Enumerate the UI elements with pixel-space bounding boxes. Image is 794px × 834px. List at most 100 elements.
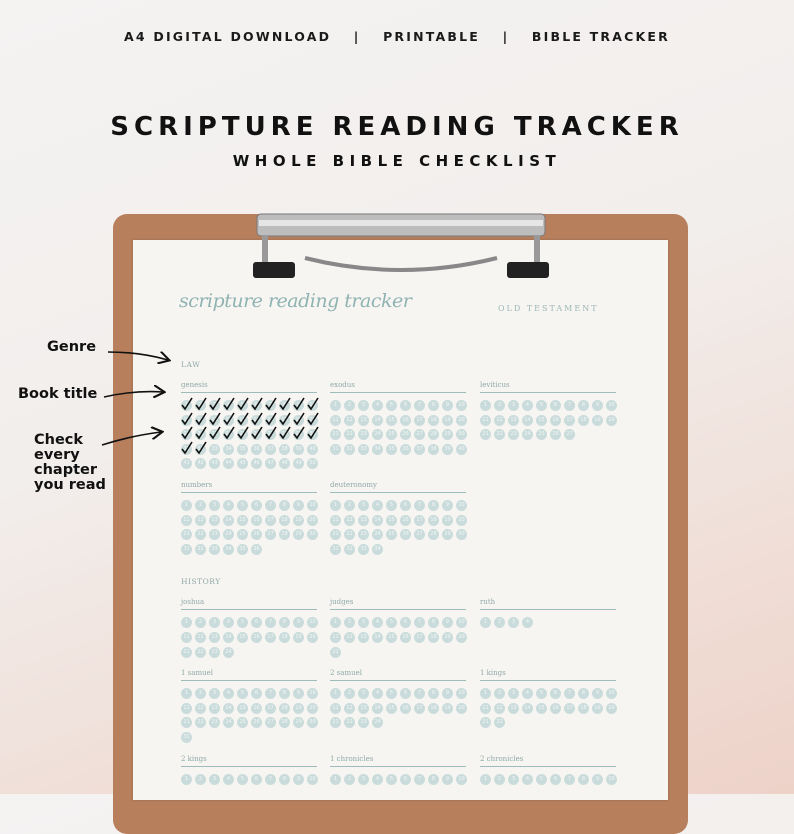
chapter: 5: [237, 688, 248, 700]
genre-label: LAW: [181, 360, 201, 369]
chapter: 4: [372, 688, 383, 700]
chapter: 10: [606, 688, 617, 700]
chapter: 2: [344, 617, 355, 629]
chapter: 17: [265, 514, 276, 526]
chapter: 16: [251, 702, 262, 714]
chapter: 4: [223, 688, 234, 700]
chapter: 33: [209, 443, 220, 455]
chapter: 21: [330, 646, 341, 658]
chapter: 32: [344, 543, 355, 555]
chapter: 11: [181, 632, 192, 643]
book-title: 1 kings: [480, 669, 506, 678]
chapter: 7: [564, 773, 575, 785]
chapter: 38: [279, 443, 290, 455]
chapter: 17: [414, 702, 425, 714]
chapter: 11: [181, 514, 192, 526]
chapter: 28: [279, 529, 290, 541]
chapter: 19: [293, 702, 304, 714]
chapter: 20: [606, 414, 617, 426]
check: [209, 397, 221, 411]
chapter: 16: [400, 632, 411, 643]
chapter: 34: [223, 543, 234, 555]
chapter: 1: [480, 688, 491, 700]
format: BIBLE TRACKER: [531, 29, 670, 44]
chapter: 29: [442, 429, 453, 441]
chapter: 7: [414, 688, 425, 700]
chapter: 8: [578, 688, 589, 700]
book-title: ruth: [480, 598, 496, 607]
format-bar: A4 DIGITAL DOWNLOAD | PRINTABLE | BIBLE …: [0, 29, 794, 44]
chapter: 16: [550, 414, 561, 426]
check: [293, 397, 305, 411]
chapter: 33: [209, 543, 220, 555]
check: [223, 412, 235, 425]
chapter: 10: [307, 688, 318, 700]
check: [279, 397, 291, 411]
chapter: 14: [522, 414, 533, 426]
chapter: 27: [414, 429, 425, 441]
chapter: 4: [223, 500, 234, 511]
chapter: 9: [442, 773, 453, 785]
chapter: 15: [536, 414, 547, 426]
annotation: Book title: [18, 386, 98, 402]
chapter: 6: [400, 400, 411, 411]
chapter: 8: [279, 688, 290, 700]
chapter: 21: [480, 717, 491, 729]
chapter: 19: [442, 514, 453, 526]
chapter: 12: [344, 414, 355, 426]
chapter: 2: [195, 773, 206, 785]
chapter: 28: [279, 717, 290, 729]
chapter: 10: [456, 617, 467, 629]
chapter: 17: [265, 702, 276, 714]
chapter: 25: [237, 529, 248, 541]
book-rule: [480, 609, 616, 611]
chapter: 18: [279, 632, 290, 643]
chapter: 15: [386, 414, 397, 426]
chapter: 15: [237, 632, 248, 643]
chapter: 30: [456, 529, 467, 541]
chapter: 7: [564, 688, 575, 700]
chapter: 10: [456, 688, 467, 700]
chapter: 1: [480, 617, 491, 629]
chapter: 4: [372, 617, 383, 629]
chapter: 12: [344, 632, 355, 643]
chapter: 5: [536, 688, 547, 700]
check: [195, 397, 207, 411]
chapter: 8: [279, 500, 290, 511]
check: [293, 412, 305, 425]
chapter: 10: [307, 773, 318, 785]
chapter: 6: [251, 500, 262, 511]
chapter: 11: [330, 514, 341, 526]
separator: |: [353, 29, 361, 44]
chapter: 17: [564, 702, 575, 714]
chapter: 22: [344, 429, 355, 441]
chapter: 26: [400, 429, 411, 441]
chapter: 25: [536, 429, 547, 441]
chapter: 22: [344, 529, 355, 541]
chapter: 32: [344, 443, 355, 455]
chapter: 13: [209, 702, 220, 714]
chapter: 11: [330, 702, 341, 714]
chapter: 41: [181, 458, 192, 470]
chapter: 2: [344, 688, 355, 700]
chapter: 29: [442, 529, 453, 541]
chapter: 19: [442, 632, 453, 643]
check: [237, 397, 249, 411]
chapter: 5: [386, 500, 397, 511]
chapter: 29: [293, 529, 304, 541]
check: [223, 397, 235, 411]
chapter: 8: [578, 773, 589, 785]
chapter: 15: [386, 632, 397, 643]
chapter: 2: [494, 773, 505, 785]
chapter: 4: [522, 400, 533, 411]
chapter: 13: [508, 414, 519, 426]
book-rule: [480, 765, 616, 767]
chapter: 20: [456, 632, 467, 643]
chapter: 38: [428, 443, 439, 455]
chapter: 40: [456, 443, 467, 455]
chapter: 19: [592, 702, 603, 714]
chapter: 35: [237, 543, 248, 555]
chapter: 18: [279, 514, 290, 526]
check: [209, 426, 221, 440]
